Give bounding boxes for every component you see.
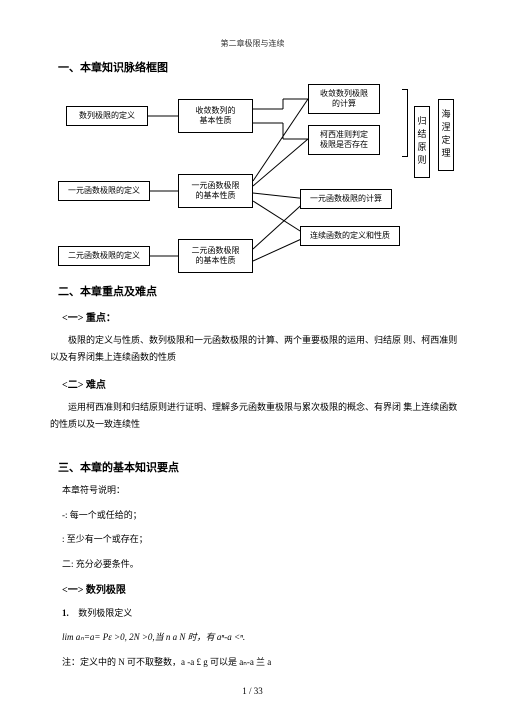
page-footer: 1 / 33 bbox=[0, 686, 505, 696]
page-title: 第二章极限与连续 bbox=[0, 0, 505, 49]
node-continuous: 连续函数的定义和性质 bbox=[300, 226, 400, 246]
node-seq-limit-def: 数列极限的定义 bbox=[66, 106, 148, 126]
item-1-num: 1. bbox=[62, 606, 76, 620]
sub-difficult: <二> 难点 bbox=[62, 376, 505, 391]
sub-key-points: <一> 重点： bbox=[62, 309, 505, 324]
section-two-heading: 二、本章重点及难点 bbox=[58, 283, 505, 299]
item-1-text: 数列极限定义 bbox=[78, 608, 132, 618]
formula-line: lim aₙ=a= Pε >0, 2N >0,当 n a N 时，有 aⁿ-a … bbox=[62, 630, 505, 644]
node-1var-func-calc: 一元函数极限的计算 bbox=[300, 189, 392, 209]
node-seq-conv-prop: 收敛数列的 基本性质 bbox=[178, 99, 253, 133]
sign-title: 本章符号说明： bbox=[62, 483, 505, 497]
note-line: 注：定义中的 N 可不取整数，a -a £ g 可以是 aₙ-a 兰 a bbox=[62, 655, 505, 669]
node-2var-func-def: 二元函数极限的定义 bbox=[58, 246, 150, 266]
knowledge-diagram: 数列极限的定义 收敛数列的 基本性质 收敛数列极限 的计算 柯西准则判定 极限是… bbox=[48, 81, 468, 281]
sign-2: : 至少有一个或存在； bbox=[62, 532, 505, 546]
vbox-guijie: 归结原则 bbox=[414, 106, 430, 178]
sub-seq-limit: <一> 数列极限 bbox=[62, 581, 505, 596]
node-cauchy: 柯西准则判定 极限是否存在 bbox=[308, 125, 380, 155]
section-three-heading: 三、本章的基本知识要点 bbox=[58, 459, 505, 475]
node-1var-func-def: 一元函数极限的定义 bbox=[58, 181, 150, 201]
node-2var-func-prop: 二元函数极限 的基本性质 bbox=[178, 239, 253, 273]
vbox-heine: 海涅定理 bbox=[438, 99, 454, 171]
node-seq-calc: 收敛数列极限 的计算 bbox=[308, 84, 380, 114]
sign-1: -: 每一个或任给的； bbox=[62, 508, 505, 522]
para-difficult: 运用柯西准则和归结原则进行证明、理解多元函数重极限与累次极限的概念、有界闭 集上… bbox=[50, 399, 465, 433]
sign-3: 二: 充分必要条件。 bbox=[62, 557, 505, 571]
node-1var-func-prop: 一元函数极限 的基本性质 bbox=[178, 174, 253, 208]
bracket-1 bbox=[402, 89, 408, 157]
item-1: 1. 数列极限定义 bbox=[62, 606, 505, 620]
para-key-points: 极限的定义与性质、数列极限和一元函数极限的计算、两个重要极限的运用、归结原 则、… bbox=[50, 332, 465, 366]
section-one-heading: 一、本章知识脉络框图 bbox=[58, 59, 505, 75]
